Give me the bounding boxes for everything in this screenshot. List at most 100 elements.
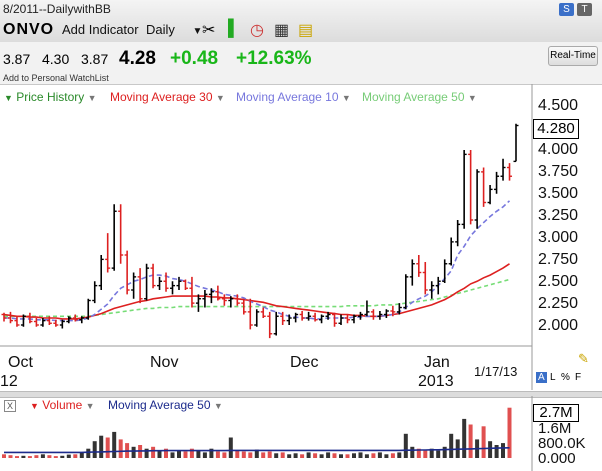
y-tick: 2.750 [538, 251, 579, 268]
volume-bar [183, 451, 188, 458]
ohlc-bar [351, 314, 357, 324]
volume-bar [280, 452, 285, 458]
volume-bar [79, 452, 84, 458]
volume-bar [86, 448, 91, 458]
volume-bar [436, 450, 441, 458]
ohlc-bar [344, 314, 350, 324]
s-badge-button[interactable]: S [559, 3, 574, 16]
volume-bar [248, 452, 253, 458]
volume-bar [144, 448, 149, 458]
vol-tick: 1.6M [538, 420, 572, 437]
ohlc-bar [280, 311, 286, 325]
volume-bar [40, 454, 45, 458]
volume-bar [131, 446, 136, 458]
volume-bar [170, 452, 175, 458]
add-indicator-button[interactable]: Add Indicator [62, 22, 139, 37]
add-watchlist-link[interactable]: Add to Personal WatchList [3, 73, 109, 83]
legend-ma10-label: Moving Average 10 [236, 90, 339, 104]
volume-bar [53, 456, 58, 458]
y-tick: 4.500 [538, 97, 579, 114]
volume-bar [488, 441, 493, 458]
realtime-button[interactable]: Real-Time [548, 46, 598, 66]
pencil-icon[interactable]: ✎ [578, 351, 589, 366]
legend-ma30[interactable]: Moving Average 30 ▼ [110, 90, 225, 104]
legend-ma10[interactable]: Moving Average 10 ▼ [236, 90, 351, 104]
last-price-label: 4.280 [533, 119, 579, 139]
ohlc-bar [370, 309, 376, 320]
volume-bar [300, 454, 305, 458]
volume-bar [27, 456, 32, 458]
tools-icon[interactable]: ✂ [202, 22, 216, 39]
ohlc-bar [228, 296, 234, 308]
symbol-label[interactable]: ONVO [3, 21, 55, 38]
quote-low: 3.87 [81, 51, 109, 67]
pane-divider[interactable] [0, 391, 602, 398]
chevron-down-icon: ▼ [341, 93, 351, 103]
ohlc-bar [247, 298, 253, 330]
volume-bar [47, 455, 52, 458]
volume-bar [222, 452, 227, 458]
volume-bar [481, 426, 486, 458]
volume-bar [507, 407, 512, 458]
ohlc-bar [416, 255, 422, 277]
x-tick-month: Jan [424, 354, 450, 371]
current-date-label: 1/17/13 [474, 364, 518, 379]
ohlc-bar [364, 300, 370, 317]
ohlc-bar [487, 185, 493, 205]
moving-average-layer [3, 200, 511, 322]
ohlc-bar [72, 314, 78, 322]
legend-ma50[interactable]: Moving Average 50 ▼ [362, 90, 477, 104]
clock-icon[interactable]: ◷ [250, 22, 264, 39]
ohlc-bar [53, 319, 59, 327]
x-tick-month: Nov [150, 354, 179, 371]
legend-vol-ma50[interactable]: Moving Average 50 ▼ [108, 398, 223, 412]
volume-bar [332, 453, 337, 458]
scale-option-a[interactable]: A [536, 372, 547, 383]
ohlc-bar [7, 311, 13, 324]
scale-option-l[interactable]: L [550, 372, 556, 383]
ohlc-bar [357, 311, 363, 320]
x-tick-month: Oct [8, 354, 33, 371]
table-icon[interactable]: ▦ [274, 22, 290, 39]
volume-bar [293, 453, 298, 458]
volume-bar [274, 453, 279, 458]
volume-ma-line [4, 447, 510, 454]
ohlc-bar [176, 276, 182, 290]
chart-title: 8/2011--DailywithBB [3, 2, 111, 16]
ohlc-bar [195, 294, 201, 312]
period-select[interactable]: Daily ▼ [146, 22, 202, 37]
t-badge-button[interactable]: T [577, 3, 592, 16]
y-tick: 2.000 [538, 317, 579, 334]
volume-bar [60, 455, 65, 458]
ohlc-bar [325, 311, 331, 320]
price-bar-layer [1, 123, 519, 339]
note-icon[interactable]: ▤ [298, 22, 314, 39]
candle-style-icon[interactable]: ▌ [228, 20, 240, 37]
ohlc-bar [85, 298, 91, 320]
ohlc-bar [312, 312, 318, 322]
scale-option-pct[interactable]: % [561, 372, 570, 383]
ohlc-bar [221, 294, 227, 306]
volume-bar [364, 454, 369, 458]
legend-ma50-label: Moving Average 50 [362, 90, 465, 104]
quote-bar: 3.87 4.30 3.87 4.28 +0.48 +12.63% Add to… [0, 42, 602, 85]
ohlc-bar [202, 290, 208, 308]
ohlc-bar [267, 311, 273, 339]
ohlc-bar [468, 150, 474, 225]
legend-price-label: Price History [16, 90, 85, 104]
ohlc-bar [208, 288, 214, 304]
legend-volume[interactable]: ▼ Volume ▼ [30, 398, 95, 412]
ohlc-bar [144, 263, 150, 301]
ohlc-bar [170, 281, 176, 295]
legend-price[interactable]: ▼ Price History ▼ [4, 90, 97, 104]
ohlc-bar [40, 318, 46, 327]
scale-option-f[interactable]: F [575, 372, 582, 383]
vol-tick: 0.000 [538, 450, 576, 467]
ohlc-bar [442, 259, 448, 283]
x-tick-month: Dec [290, 354, 319, 371]
close-volume-pane-button[interactable]: X [4, 398, 17, 412]
legend-volume-marker: ▼ [30, 401, 39, 411]
quote-change-pct: +12.63% [236, 48, 312, 69]
y-tick: 3.500 [538, 185, 579, 202]
